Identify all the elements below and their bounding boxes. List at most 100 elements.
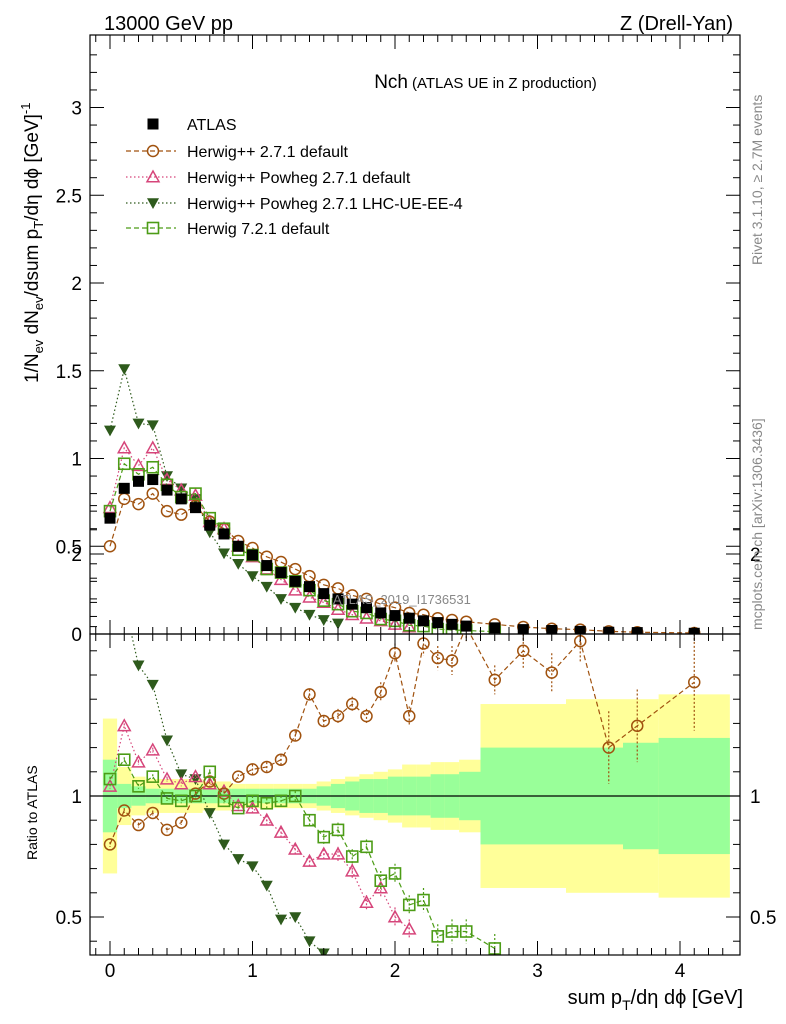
chart-subtitle: (ATLAS UE in Z production) [412,75,597,92]
ratio-point-herwig-7-2-1-default [388,867,402,880]
point-herwig-powheg-2-7-1-default [359,610,374,624]
point-atlas [346,598,358,610]
x-axis-label: sum pT/dη dϕ [GeV] [568,987,743,1013]
ratio-point-herwig-powheg-2-7-1-default [131,754,146,768]
ratio-point-herwig-7-2-1-default [288,789,302,803]
y-tick-label-main: 1.5 [56,362,82,383]
ratio-point-herwig-7-2-1-default [331,823,345,837]
ratio-point-herwig-2-7-1-default [246,763,259,776]
ratio-point-herwig-powheg-2-7-1-lhc-ue-ee-4 [303,936,316,948]
y-tick-label-main: 3 [71,99,82,120]
legend-marker-herwig-2-7-1-default [146,144,160,158]
y-tick-label-ratio-right: 1 [750,787,761,808]
point-atlas [161,484,173,496]
y-tick-label-ratio: 0.5 [56,908,82,929]
point-herwig-powheg-2-7-1-lhc-ue-ee-4 [161,471,173,483]
ratio-point-herwig-powheg-2-7-1-default [401,921,417,935]
ratio-point-herwig-7-2-1-default [445,925,459,938]
legend-marker-atlas [147,118,159,130]
ratio-point-herwig-2-7-1-default [445,654,459,667]
axes-layer: 0 1 2 3 4 0 0.5 1 1.5 2 2.5 3 0.5 0.5 1 1 2 2 [56,34,776,982]
ratio-point-herwig-powheg-2-7-1-default [359,894,374,909]
point-herwig-powheg-2-7-1-lhc-ue-ee-4 [218,548,230,560]
series-line-herwig-powheg-2-7-1-default [109,446,410,628]
point-herwig-powheg-2-7-1-lhc-ue-ee-4 [175,483,188,495]
ratio-point-herwig-powheg-2-7-1-lhc-ue-ee-4 [232,854,245,865]
y-tick-label-ratio: 2 [71,545,82,566]
ratio-point-herwig-powheg-2-7-1-default [259,812,275,826]
point-atlas [361,602,372,614]
point-herwig-powheg-2-7-1-lhc-ue-ee-4 [332,618,344,630]
point-atlas [190,502,201,514]
legend-label-herwig-powheg-2-7-1-default: Herwig++ Powheg 2.7.1 default [187,170,411,187]
point-herwig-powheg-2-7-1-lhc-ue-ee-4 [260,581,273,593]
ratio-point-herwig-2-7-1-default [431,651,444,665]
ratio-point-herwig-2-7-1-default [631,719,644,733]
ratio-point-herwig-2-7-1-default [260,760,273,774]
ratio-point-herwig-powheg-2-7-1-default [387,909,403,923]
point-herwig-powheg-2-7-1-lhc-ue-ee-4 [289,602,302,614]
ratio-point-herwig-2-7-1-default [688,676,701,689]
point-atlas [218,528,230,540]
ratio-point-herwig-powheg-2-7-1-default [302,853,317,867]
ratio-point-herwig-powheg-2-7-1-default [245,800,260,814]
ratio-point-herwig-7-2-1-default [260,796,274,810]
main-panel [102,364,701,634]
legend-marker-herwig-7-2-1-default [146,221,160,235]
ratio-point-herwig-7-2-1-default [274,794,288,808]
legend-marker-herwig-powheg-2-7-1-lhc-ue-ee-4 [147,198,159,209]
ratio-point-herwig-powheg-2-7-1-lhc-ue-ee-4 [132,660,145,672]
ratio-point-herwig-2-7-1-default [146,806,159,820]
legend-marker-herwig-powheg-2-7-1-default [145,169,161,183]
point-herwig-powheg-2-7-1-lhc-ue-ee-4 [118,364,131,375]
point-atlas [460,620,472,632]
point-herwig-powheg-2-7-1-lhc-ue-ee-4 [303,609,316,621]
legend-label-atlas: ATLAS [187,117,237,134]
ratio-point-herwig-7-2-1-default [146,770,160,783]
point-atlas [389,610,401,622]
point-atlas [104,512,116,524]
ratio-point-herwig-powheg-2-7-1-lhc-ue-ee-4 [118,598,130,609]
ratio-point-herwig-7-2-1-default [217,794,231,808]
point-herwig-7-2-1-default [117,457,131,471]
point-herwig-powheg-2-7-1-lhc-ue-ee-4 [317,615,330,626]
point-herwig-powheg-2-7-1-default [302,589,317,603]
x-tick-label: 2 [390,961,401,982]
point-atlas [275,567,287,579]
point-atlas [118,482,130,494]
y-tick-label-main: 1 [71,450,82,471]
ratio-point-herwig-2-7-1-default [517,644,530,658]
ratio-point-herwig-powheg-2-7-1-default [344,863,360,877]
point-herwig-powheg-2-7-1-lhc-ue-ee-4 [246,571,259,583]
ratio-point-herwig-2-7-1-default [274,753,288,766]
ratio-point-herwig-powheg-2-7-1-default [173,776,189,790]
ratio-point-herwig-powheg-2-7-1-default [188,769,203,783]
ratio-point-herwig-7-2-1-default [231,801,245,815]
y-tick-label-main: 2.5 [56,186,82,207]
ratio-point-herwig-powheg-2-7-1-default [159,771,175,785]
point-atlas [304,581,315,593]
ratio-point-herwig-powheg-2-7-1-lhc-ue-ee-4 [104,607,116,618]
point-herwig-powheg-2-7-1-default [373,613,389,627]
series-line-herwig-2-7-1-default [109,492,695,634]
y-tick-label-main: 2 [71,274,82,295]
ratio-point-herwig-powheg-2-7-1-default [330,846,346,860]
header-left: 13000 GeV pp [104,13,233,35]
ratio-point-herwig-powheg-2-7-1-lhc-ue-ee-4 [203,808,216,819]
point-herwig-powheg-2-7-1-default [116,440,132,454]
ratio-point-herwig-7-2-1-default [160,792,174,805]
x-tick-label: 3 [532,961,543,982]
point-atlas [375,607,387,619]
ratio-point-herwig-2-7-1-default [545,666,558,679]
ratio-point-herwig-powheg-2-7-1-default [287,841,303,855]
point-herwig-2-7-1-default [289,562,302,576]
ratio-point-herwig-powheg-2-7-1-lhc-ue-ee-4 [332,961,344,972]
ratio-point-herwig-powheg-2-7-1-lhc-ue-ee-4 [260,880,273,892]
ratio-point-herwig-2-7-1-default [118,804,131,817]
ratio-point-herwig-7-2-1-default [317,830,331,844]
ratio-point-herwig-powheg-2-7-1-default [273,824,289,838]
ratio-point-herwig-2-7-1-default [360,709,373,723]
ratio-point-herwig-7-2-1-default [303,813,316,827]
ratio-point-herwig-7-2-1-default [189,789,202,803]
